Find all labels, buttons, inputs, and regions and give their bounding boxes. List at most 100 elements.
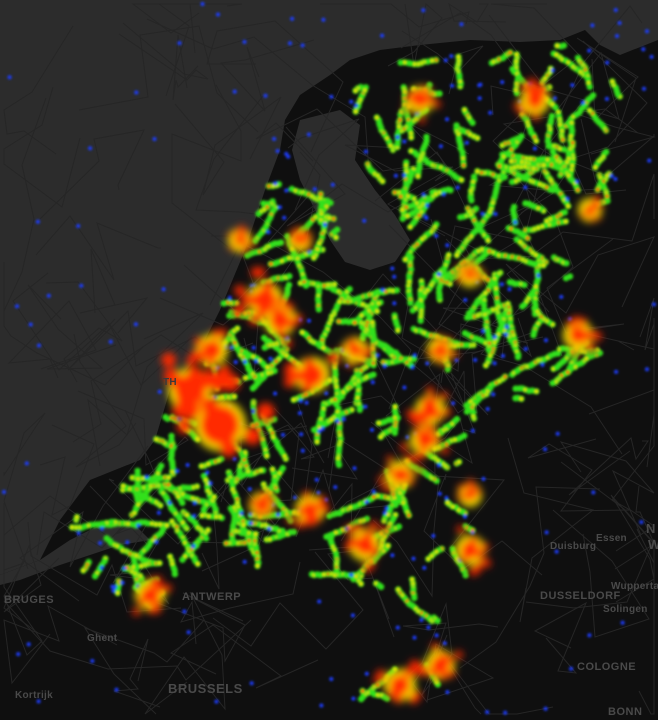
road [340,417,473,542]
heat-point [359,697,364,701]
heat-point [154,437,159,442]
road [610,494,655,603]
heat-point [446,367,450,372]
road [108,422,325,545]
heat-point [224,541,228,545]
heat-point [262,345,267,350]
heat-point [435,619,440,623]
heat-point [315,440,319,444]
road [195,95,309,256]
heat-point [291,398,296,402]
road [3,86,81,208]
road [3,97,47,312]
heat-point [457,460,461,464]
heat-point [605,194,609,198]
heat-point [161,526,166,531]
road [3,412,46,570]
heat-point [378,435,383,439]
road [113,638,161,708]
heat-point [317,307,321,312]
heat-point [564,261,569,266]
heat-point [562,147,566,152]
heat-point [199,464,204,468]
heat-point [398,118,402,122]
heat-point [379,585,383,589]
heat-point [328,201,333,205]
heat-point [200,513,204,518]
road [3,495,107,571]
heat-point [587,108,592,113]
road [79,248,149,334]
heat-point [400,207,405,212]
heat-point [408,225,413,229]
heat-point [376,421,381,425]
road [505,236,655,314]
road [488,3,581,86]
heat-point [416,174,420,178]
heat-point [227,313,232,318]
road [154,592,246,663]
heat-point [359,582,363,586]
road [419,118,601,252]
heat-point [202,474,206,478]
heat-point [514,237,519,242]
road [171,84,242,248]
road [146,18,370,173]
road [19,445,149,602]
heat-point [610,79,615,84]
road [174,96,282,196]
heat-point [243,376,248,380]
heat-point [564,219,568,224]
heat-point [462,163,466,167]
heat-point [322,284,326,288]
road [27,284,117,370]
heat-point [576,188,580,192]
heat-point [393,190,397,194]
heat-point [561,138,565,142]
heat-point [463,573,468,577]
heat-point [526,236,530,240]
road [87,312,204,467]
heat-point [566,204,570,208]
heat-point [337,319,341,323]
heat-point [347,287,352,291]
heat-point [508,51,512,55]
heat-point [265,365,270,370]
road [480,286,623,455]
road [7,300,97,379]
road [588,389,655,468]
road [12,272,193,386]
heat-point [353,109,358,114]
heat-point [169,438,174,442]
heat-point [169,506,173,510]
road [3,544,60,634]
heat-point [469,198,474,203]
heat-point [437,290,441,295]
heat-point [269,262,273,266]
heat-point [385,696,390,701]
heat-point [235,326,240,331]
heat-point [75,515,79,519]
road [285,126,449,227]
heat-point [232,394,237,399]
road [437,647,554,715]
road [468,162,574,335]
road [407,122,470,182]
road [287,118,360,211]
heat-point [593,165,598,170]
heat-point [550,381,555,385]
heat-point [446,253,451,257]
road [638,561,655,715]
road [448,2,507,23]
heat-point [265,454,269,458]
heat-point [409,135,414,140]
heat-point [412,357,416,361]
road [206,20,344,153]
heat-point [474,206,478,211]
heat-point [396,587,401,592]
road [39,424,95,516]
sea [0,0,658,575]
heat-point [251,423,255,428]
